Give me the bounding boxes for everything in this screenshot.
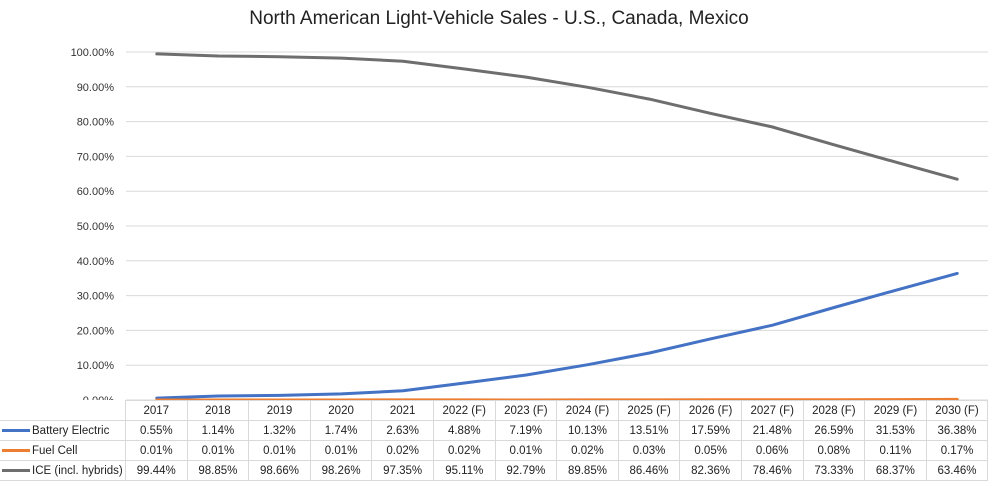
data-label: 73.33% — [802, 460, 866, 481]
data-label: 7.19% — [494, 420, 558, 441]
x-tick-label: 2021 — [371, 400, 434, 421]
data-label: 0.01% — [125, 440, 188, 461]
data-table-corner — [0, 401, 126, 421]
x-tick-label: 2023 (F) — [494, 400, 558, 421]
data-label: 26.59% — [802, 420, 866, 441]
legend-label: ICE (incl. hybrids) — [32, 464, 123, 477]
legend-entry: ICE (incl. hybrids) — [0, 460, 126, 481]
gridlines — [126, 51, 988, 400]
x-tick-label: 2019 — [248, 400, 311, 421]
data-label: 0.01% — [186, 440, 250, 461]
series-line-ice-incl-hybrids — [155, 52, 959, 181]
data-label: 92.79% — [494, 460, 558, 481]
data-label: 0.08% — [802, 440, 866, 461]
y-tick-label: 100.00% — [71, 47, 115, 59]
legend-label: Fuel Cell — [32, 444, 78, 457]
data-table-row: ICE (incl. hybrids) 99.44% 98.85% 98.66% 98.… — [0, 460, 989, 481]
data-label: 95.11% — [432, 460, 496, 481]
data-label: 0.55% — [125, 420, 188, 441]
data-label: 0.02% — [556, 440, 619, 461]
legend-entry: Fuel Cell — [0, 440, 126, 461]
y-tick-label: 30.00% — [77, 291, 115, 303]
y-tick-label: 0.00% — [83, 395, 114, 400]
x-tick-label: 2018 — [186, 400, 250, 421]
data-label: 0.02% — [371, 440, 434, 461]
data-label: 2.63% — [371, 420, 434, 441]
legend-key-icon — [2, 468, 30, 472]
x-tick-label: 2029 (F) — [864, 400, 927, 421]
data-label: 36.38% — [925, 420, 989, 441]
x-tick-label: 2022 (F) — [432, 400, 496, 421]
legend-label: Battery Electric — [32, 424, 110, 437]
y-tick-label: 10.00% — [77, 360, 115, 372]
legend-key-icon — [2, 448, 30, 452]
data-label: 31.53% — [864, 420, 927, 441]
data-label: 4.88% — [432, 420, 496, 441]
data-label: 1.74% — [309, 420, 373, 441]
data-label: 0.01% — [309, 440, 373, 461]
data-label: 0.06% — [740, 440, 804, 461]
data-label: 86.46% — [617, 460, 681, 481]
data-label: 0.02% — [432, 440, 496, 461]
legend-key-icon — [2, 428, 30, 432]
x-tick-label: 2020 — [309, 400, 373, 421]
data-label: 21.48% — [740, 420, 804, 441]
data-table: 2017 2018 2019 2020 2021 2022 (F) 2023 (F) 2024… — [0, 400, 989, 481]
data-label: 68.37% — [864, 460, 927, 481]
data-table-header-row: 2017 2018 2019 2020 2021 2022 (F) 2023 (F) 2024… — [0, 400, 989, 421]
data-label: 1.32% — [248, 420, 311, 441]
x-tick-label: 2027 (F) — [740, 400, 804, 421]
data-label: 17.59% — [679, 420, 742, 441]
data-label: 98.26% — [309, 460, 373, 481]
y-tick-label: 70.00% — [77, 151, 115, 163]
data-label: 98.85% — [186, 460, 250, 481]
data-label: 0.11% — [864, 440, 927, 461]
data-label: 0.01% — [494, 440, 558, 461]
chart-title: North American Light-Vehicle Sales - U.S… — [249, 8, 749, 29]
data-label: 10.13% — [556, 420, 619, 441]
x-tick-label: 2026 (F) — [679, 400, 742, 421]
y-tick-label: 80.00% — [77, 117, 115, 129]
data-label: 99.44% — [125, 460, 188, 481]
series-line-battery-electric — [155, 271, 959, 400]
data-label: 97.35% — [371, 460, 434, 481]
series-line-fuel-cell — [155, 397, 959, 400]
data-label: 63.46% — [925, 460, 989, 481]
series-lines — [155, 52, 959, 400]
data-label: 98.66% — [248, 460, 311, 481]
data-label: 13.51% — [617, 420, 681, 441]
data-label: 1.14% — [186, 420, 250, 441]
y-tick-label: 40.00% — [77, 256, 115, 268]
y-tick-label: 60.00% — [77, 186, 115, 198]
y-tick-label: 20.00% — [77, 325, 115, 337]
x-tick-label: 2024 (F) — [556, 400, 619, 421]
legend-entry: Battery Electric — [0, 420, 126, 441]
y-axis-tick-labels: 0.00% 10.00% 20.00% 30.00% 40.00% 50.00% 60.00… — [71, 47, 115, 400]
data-label: 0.17% — [925, 440, 989, 461]
data-table-row: Fuel Cell 0.01% 0.01% 0.01% 0.01% 0.02% 0.02% 0… — [0, 440, 989, 461]
data-label: 78.46% — [740, 460, 804, 481]
data-label: 0.01% — [248, 440, 311, 461]
data-table-row: Battery Electric 0.55% 1.14% 1.32% 1.74% 2.63… — [0, 420, 989, 441]
y-tick-label: 90.00% — [77, 82, 115, 94]
x-tick-label: 2025 (F) — [617, 400, 681, 421]
data-label: 0.03% — [617, 440, 681, 461]
x-tick-label: 2030 (F) — [925, 400, 989, 421]
data-label: 82.36% — [679, 460, 742, 481]
x-tick-label: 2017 — [125, 400, 188, 421]
x-tick-label: 2028 (F) — [802, 400, 866, 421]
plot-area: 0.00% 10.00% 20.00% 30.00% 40.00% 50.00% 60.00… — [71, 47, 988, 400]
y-tick-label: 50.00% — [77, 221, 115, 233]
data-label: 89.85% — [556, 460, 619, 481]
data-label: 0.05% — [679, 440, 742, 461]
